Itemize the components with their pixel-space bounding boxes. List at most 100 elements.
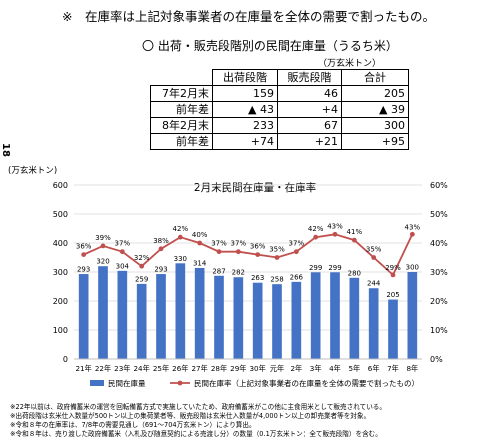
bar-data-label: 314 bbox=[193, 259, 207, 267]
header-total: 合計 bbox=[341, 69, 409, 86]
rate-point bbox=[235, 249, 241, 255]
table-title: 〇 出荷・販売段階別の民間在庫量（うるち米） bbox=[142, 39, 398, 53]
rate-point bbox=[177, 234, 183, 240]
rate-data-label: 36% bbox=[250, 243, 266, 251]
bar-data-label: 244 bbox=[367, 280, 381, 288]
chart-title: 2月末民間在庫量・在庫率 bbox=[194, 181, 316, 194]
legend-swatch-stock bbox=[90, 380, 104, 386]
bar-data-label: 287 bbox=[212, 267, 225, 275]
table-row: 8年2月末 233 67 300 bbox=[150, 117, 409, 134]
bar-data-label: 300 bbox=[406, 264, 419, 272]
legend-label-rate: 民間在庫率（上記対象事業者の在庫量を全体の需要で割ったもの） bbox=[194, 378, 419, 388]
row-label: 前年差 bbox=[150, 133, 213, 150]
bar-data-label: 263 bbox=[251, 274, 264, 282]
y-tick-label: 100 bbox=[53, 326, 68, 335]
y2-tick-label: 10% bbox=[430, 326, 448, 335]
footnote: ※令和８年の在庫率は、7/8年の需要見通し（691～704万玄米トン）により算出… bbox=[10, 421, 256, 429]
bar-data-label: 259 bbox=[135, 275, 148, 283]
x-tick-label: 4年 bbox=[329, 364, 341, 373]
rate-point bbox=[313, 234, 319, 240]
legend-label-stock: 民間在庫量 bbox=[108, 378, 146, 388]
table-cell: +74 bbox=[212, 133, 278, 150]
bar bbox=[407, 272, 418, 359]
rate-data-label: 37% bbox=[211, 240, 227, 248]
x-tick-label: 2年 bbox=[290, 364, 302, 373]
rate-data-label: 41% bbox=[347, 228, 363, 236]
x-tick-label: 25年 bbox=[153, 364, 169, 373]
x-tick-label: 8年 bbox=[406, 364, 418, 373]
table-cell: 159 bbox=[212, 85, 278, 102]
x-tick-label: 29年 bbox=[230, 364, 246, 373]
rate-point bbox=[351, 237, 357, 243]
bar-data-label: 266 bbox=[290, 273, 304, 281]
bar bbox=[78, 274, 89, 359]
bar-data-label: 293 bbox=[77, 266, 90, 274]
table-cell: 46 bbox=[277, 85, 342, 102]
bar-data-label: 320 bbox=[96, 258, 109, 266]
rate-data-label: 43% bbox=[405, 223, 421, 231]
rate-point bbox=[197, 240, 203, 246]
bar bbox=[175, 263, 186, 359]
bar bbox=[214, 275, 224, 359]
rate-data-label: 42% bbox=[308, 225, 324, 233]
table-cell: 205 bbox=[341, 85, 409, 102]
rate-line bbox=[83, 233, 414, 277]
rate-point bbox=[371, 255, 377, 260]
rate-data-label: 35% bbox=[269, 246, 285, 254]
y-tick-label: 600 bbox=[53, 181, 68, 190]
table-row: 前年差 ▲ 43 +4 ▲ 39 bbox=[150, 101, 409, 118]
y-tick-label: 500 bbox=[53, 210, 68, 219]
rate-point bbox=[216, 249, 222, 255]
y2-tick-label: 40% bbox=[430, 239, 448, 248]
bar bbox=[310, 272, 321, 359]
rate-data-label: 32% bbox=[134, 254, 150, 262]
bar-data-label: 280 bbox=[348, 269, 361, 277]
bar bbox=[194, 267, 205, 359]
side-mark: 18 bbox=[0, 143, 11, 157]
x-tick-label: 27年 bbox=[191, 364, 207, 373]
table-header-row: 出荷段階 販売段階 合計 bbox=[151, 69, 409, 86]
stock-chart: 18 (万玄米トン) 2月末民間在庫量・在庫率 293 320 304 259 293 3… bbox=[0, 143, 448, 388]
x-tick-label: 6年 bbox=[368, 364, 380, 373]
bar bbox=[252, 282, 263, 359]
rate-point bbox=[409, 231, 415, 237]
footnote: ※22年以前は、政府備蓄米の運営を回転備蓄方式で実施していたため、政府備蓄米がこ… bbox=[10, 403, 386, 411]
footnote: ※令和８年は、売り渡した政府備蓄米（入札及び随意契約による売渡し分）の数量（0.… bbox=[10, 430, 382, 438]
table-unit: （万玄米トン） bbox=[318, 59, 382, 69]
rate-data-label: 37% bbox=[289, 240, 305, 248]
table-cell: ▲ 43 bbox=[212, 101, 278, 118]
footnote: ※出荷段階は玄米仕入数量が500トン以上の集荷業者等、販売段階は玄米仕入数量が4… bbox=[10, 412, 371, 420]
rate-data-label: 37% bbox=[115, 240, 131, 248]
rate-data-label: 42% bbox=[173, 225, 189, 233]
bar-data-label: 330 bbox=[174, 255, 187, 263]
y2-tick-label: 50% bbox=[430, 210, 448, 219]
rate-point bbox=[158, 246, 164, 252]
x-tick-label: 7年 bbox=[387, 364, 399, 373]
rate-data-label: 29% bbox=[385, 264, 401, 272]
bar bbox=[98, 266, 108, 359]
rate-point bbox=[139, 263, 145, 269]
row-label: 8年2月末 bbox=[150, 117, 213, 134]
row-label: 前年差 bbox=[150, 101, 213, 118]
table-cell: 67 bbox=[277, 117, 342, 134]
rate-data-label: 43% bbox=[327, 222, 343, 230]
x-tick-label: 22年 bbox=[95, 364, 111, 373]
x-tick-label: 3年 bbox=[310, 364, 322, 373]
table-cell: +21 bbox=[277, 133, 342, 150]
rate-point bbox=[255, 252, 261, 257]
legend-marker-rate bbox=[177, 380, 183, 386]
bar-data-label: 299 bbox=[309, 264, 322, 272]
rate-data-label: 40% bbox=[192, 231, 208, 239]
rate-point bbox=[332, 231, 338, 237]
bar bbox=[233, 277, 244, 359]
rate-data-label: 38% bbox=[153, 237, 169, 245]
header-shipping: 出荷段階 bbox=[212, 69, 278, 86]
bar bbox=[330, 272, 340, 359]
rate-point bbox=[390, 272, 396, 278]
bar bbox=[156, 274, 166, 359]
y-tick-label: 300 bbox=[53, 268, 68, 277]
y-tick-label: 200 bbox=[53, 297, 68, 306]
table-row: 7年2月末 159 46 205 bbox=[150, 85, 409, 102]
header-sales: 販売段階 bbox=[277, 69, 342, 86]
stock-table: 出荷段階 販売段階 合計 7年2月末 159 46 205 前年差 ▲ 43 +… bbox=[150, 69, 409, 150]
